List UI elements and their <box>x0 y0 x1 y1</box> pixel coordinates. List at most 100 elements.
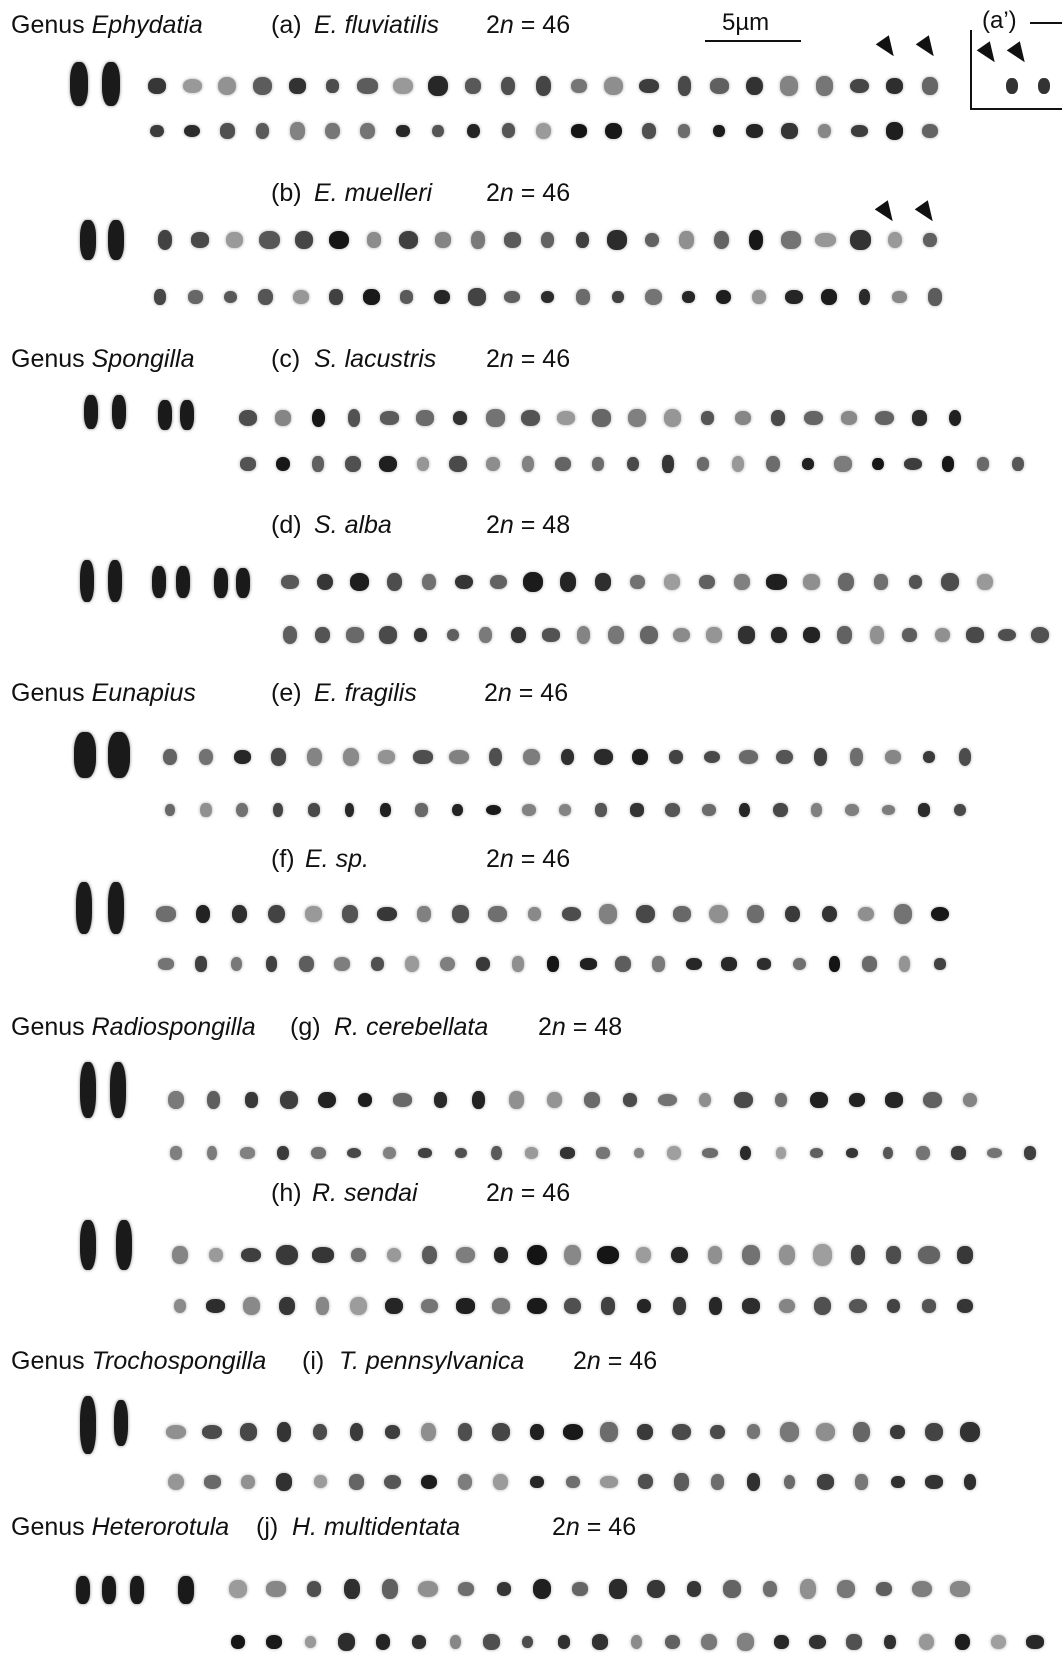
inset-label: (a’) <box>982 7 1017 34</box>
chromosome <box>370 956 384 972</box>
chromosome <box>413 628 428 642</box>
chromosome <box>439 956 456 972</box>
chromosome <box>304 1635 317 1649</box>
chromosome <box>665 1634 681 1650</box>
chromosome <box>731 456 745 472</box>
chromosome <box>579 958 597 970</box>
chromosome <box>781 231 801 249</box>
chromosome <box>154 289 166 305</box>
chromosome <box>239 457 257 471</box>
chromosome <box>276 1145 289 1161</box>
chromosome <box>466 123 480 139</box>
chromosome <box>886 1298 901 1314</box>
chromosome <box>922 77 938 95</box>
chromosome-number: 2n = 46 <box>552 1513 637 1541</box>
chromosome <box>674 1473 689 1491</box>
chromosome <box>667 1145 682 1161</box>
chromosome <box>956 1299 974 1313</box>
chromosome <box>393 77 413 95</box>
chromosome <box>876 1582 892 1596</box>
chromosome <box>1030 626 1050 644</box>
chromosome <box>821 905 838 923</box>
chromosome <box>399 290 414 304</box>
chromosome <box>564 1244 581 1266</box>
arrowhead-icon <box>915 35 941 61</box>
chromosome <box>198 748 214 766</box>
chromosome <box>809 1147 824 1159</box>
chromosome <box>803 627 821 643</box>
chromosome <box>315 626 331 644</box>
chromosome <box>778 1245 795 1265</box>
chromosome <box>601 1297 616 1315</box>
chromosome <box>630 1634 643 1650</box>
chromosome <box>951 1146 967 1160</box>
chromosome <box>745 76 763 96</box>
chromosome <box>230 956 243 972</box>
chromosome <box>344 1579 360 1599</box>
chromosome <box>801 458 815 470</box>
chromosome <box>325 122 340 140</box>
chromosome <box>157 230 173 250</box>
chromosome <box>600 1422 618 1442</box>
chromosome <box>173 1298 187 1314</box>
chromosome <box>483 1634 500 1650</box>
chromosome <box>962 1092 978 1108</box>
chromosome <box>304 906 322 922</box>
chromosome <box>259 230 280 250</box>
chromosome <box>858 906 875 922</box>
chromosome <box>991 1634 1007 1650</box>
chromosome <box>921 123 939 139</box>
chromosome <box>570 78 587 94</box>
chromosome <box>873 574 888 590</box>
chromosome <box>600 1475 618 1489</box>
chromosome <box>541 231 554 248</box>
species-name: E. fragilis <box>314 679 417 707</box>
panel-letter: (h) <box>271 1179 302 1207</box>
chromosome <box>195 904 211 924</box>
chromosome <box>375 1634 391 1650</box>
chromosome-number: 2n = 46 <box>486 345 571 373</box>
chromosome <box>266 1635 283 1649</box>
species-name: E. sp. <box>305 845 369 873</box>
chromosome-large <box>108 732 130 778</box>
arrowhead-icon <box>875 35 901 61</box>
species-name: E. muelleri <box>314 179 433 207</box>
chromosome <box>347 409 361 427</box>
chromosome <box>449 456 467 472</box>
chromosome <box>762 1580 778 1598</box>
chromosome <box>413 750 433 764</box>
chromosome <box>595 803 607 817</box>
chromosome <box>840 411 858 425</box>
chromosome <box>845 1147 859 1159</box>
chromosome <box>432 124 444 138</box>
chromosome <box>671 1423 691 1441</box>
chromosome <box>167 1090 185 1110</box>
chromosome <box>1038 78 1050 94</box>
chromosome <box>670 1246 689 1264</box>
chromosome <box>861 956 878 972</box>
chromosome <box>738 749 758 765</box>
chromosome <box>360 122 376 140</box>
chromosome <box>542 628 560 642</box>
chromosome <box>380 411 399 425</box>
species-name: S. alba <box>314 511 392 539</box>
chromosome <box>418 1147 432 1159</box>
arrowhead-icon <box>1006 41 1032 67</box>
chromosome <box>721 957 737 971</box>
chromosome <box>668 749 684 765</box>
chromosome <box>934 958 946 970</box>
chromosome <box>631 748 648 766</box>
chromosome <box>363 289 380 305</box>
chromosome <box>815 232 836 248</box>
chromosome <box>734 411 751 425</box>
chromosome <box>664 574 681 590</box>
chromosome <box>229 1580 247 1598</box>
chromosome <box>165 1424 187 1440</box>
chromosome <box>279 1296 296 1316</box>
chromosome <box>592 1634 609 1650</box>
chromosome <box>950 1581 970 1597</box>
chromosome <box>377 906 397 922</box>
chromosome <box>532 1579 552 1599</box>
chromosome <box>828 956 840 972</box>
